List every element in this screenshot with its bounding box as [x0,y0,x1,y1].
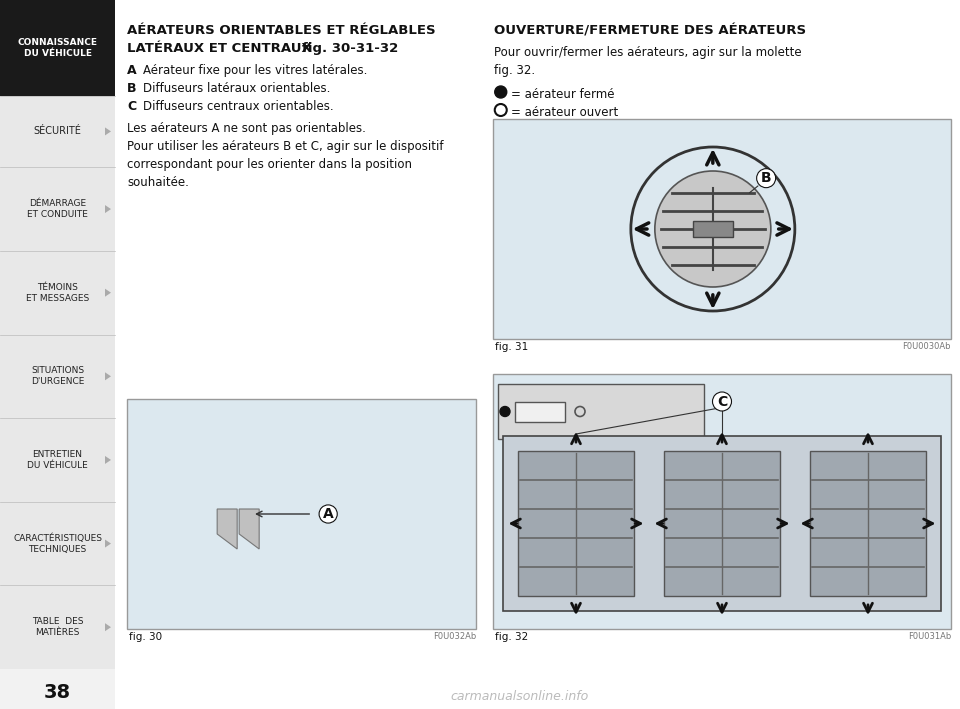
Text: CARACTÉRISTIQUES
TECHNIQUES: CARACTÉRISTIQUES TECHNIQUES [13,533,102,554]
Circle shape [655,171,771,287]
Text: TÉMOINS
ET MESSAGES: TÉMOINS ET MESSAGES [26,283,89,303]
Polygon shape [105,289,111,296]
Text: = aérateur fermé: = aérateur fermé [511,88,614,101]
Text: B: B [127,82,136,95]
Bar [493,119,951,339]
Text: Diffuseurs latéraux orientables.: Diffuseurs latéraux orientables. [143,82,330,95]
Bar [493,374,951,629]
Text: DÉMARRAGE
ET CONDUITE: DÉMARRAGE ET CONDUITE [27,199,88,219]
Polygon shape [105,623,111,631]
Polygon shape [105,205,111,213]
Text: ENTRETIEN
DU VÉHICULE: ENTRETIEN DU VÉHICULE [27,450,88,470]
Bar [0,335,115,418]
Text: fig. 30-31-32: fig. 30-31-32 [302,42,398,55]
Polygon shape [239,509,259,549]
Text: F0U032Ab: F0U032Ab [433,632,476,641]
Text: F0U031Ab: F0U031Ab [908,632,951,641]
Text: Les aérateurs A ne sont pas orientables.: Les aérateurs A ne sont pas orientables. [127,122,366,135]
Bar [0,502,115,586]
Text: LATÉRAUX ET CENTRAUX: LATÉRAUX ET CENTRAUX [127,42,317,55]
Text: 38: 38 [44,683,71,703]
Text: Aérateur fixe pour les vitres latérales.: Aérateur fixe pour les vitres latérales. [143,64,368,77]
Bar [0,251,115,335]
Text: fig. 31: fig. 31 [495,342,528,352]
Polygon shape [105,372,111,380]
Text: C: C [717,394,727,408]
Circle shape [500,406,510,416]
Text: = aérateur ouvert: = aérateur ouvert [511,106,618,119]
Bar [127,399,476,629]
Bar [0,96,115,167]
Bar [0,586,115,669]
Text: B: B [761,171,772,185]
Polygon shape [217,509,237,549]
Polygon shape [105,128,111,135]
Text: OUVERTURE/FERMETURE DES AÉRATEURS: OUVERTURE/FERMETURE DES AÉRATEURS [493,24,805,37]
Text: Pour ouvrir/fermer les aérateurs, agir sur la molette
fig. 32.: Pour ouvrir/fermer les aérateurs, agir s… [493,46,802,77]
Bar [693,221,732,237]
Bar [517,451,635,596]
Text: fig. 32: fig. 32 [495,632,528,642]
Bar [809,451,926,596]
Text: SÉCURITÉ: SÉCURITÉ [34,126,82,136]
Polygon shape [105,540,111,547]
Text: C: C [127,100,136,113]
Bar [503,436,941,611]
Text: SITUATIONS
D'URGENCE: SITUATIONS D'URGENCE [31,367,84,386]
Text: carmanualsonline.info: carmanualsonline.info [451,691,589,703]
Text: Pour utiliser les aérateurs B et C, agir sur le dispositif
correspondant pour le: Pour utiliser les aérateurs B et C, agir… [127,140,444,189]
Text: TABLE  DES
MATIÈRES: TABLE DES MATIÈRES [32,617,84,637]
Bar [515,401,565,421]
Bar [0,167,115,251]
Bar [498,384,704,439]
Circle shape [494,86,507,98]
Bar [663,451,780,596]
Bar [0,0,115,709]
Text: AÉRATEURS ORIENTABLES ET RÉGLABLES: AÉRATEURS ORIENTABLES ET RÉGLABLES [127,24,436,37]
Text: A: A [127,64,136,77]
Polygon shape [105,456,111,464]
Text: F0U0030Ab: F0U0030Ab [902,342,951,351]
Text: Diffuseurs centraux orientables.: Diffuseurs centraux orientables. [143,100,334,113]
Text: fig. 30: fig. 30 [129,632,162,642]
Text: CONNAISSANCE
DU VÉHICULE: CONNAISSANCE DU VÉHICULE [17,38,98,58]
Text: A: A [323,507,333,521]
Bar [0,0,115,96]
Bar [0,418,115,502]
